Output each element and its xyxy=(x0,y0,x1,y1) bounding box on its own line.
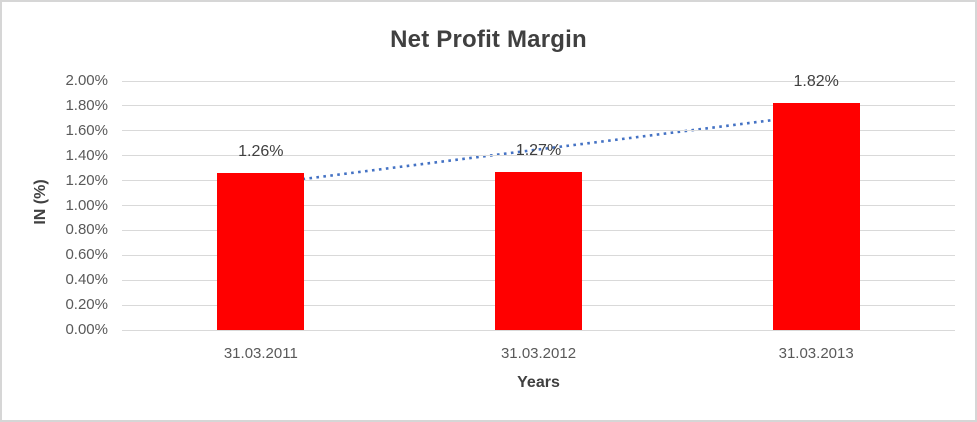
bar-31.03.2011 xyxy=(217,173,305,330)
gridline xyxy=(122,329,955,331)
y-tick-label: 0.20% xyxy=(65,296,108,314)
chart-title: Net Profit Margin xyxy=(390,26,587,53)
x-axis-title: Years xyxy=(517,374,560,391)
y-tick-label: 0.60% xyxy=(65,246,108,264)
x-tick-label: 31.03.2012 xyxy=(500,345,577,362)
gridline xyxy=(122,80,955,82)
y-tick-label: 0.00% xyxy=(65,321,108,338)
gridline xyxy=(122,130,955,132)
y-tick-label: 1.60% xyxy=(65,121,108,139)
x-tick-label: 31.03.2011 xyxy=(223,345,298,362)
y-tick-label: 1.00% xyxy=(65,196,108,214)
x-tick-label: 31.03.2013 xyxy=(778,345,854,362)
y-tick-label: 0.80% xyxy=(65,221,108,239)
y-tick-label: 2.00% xyxy=(65,72,108,89)
y-tick-label: 0.40% xyxy=(65,271,108,289)
gridline xyxy=(122,155,955,157)
bar-31.03.2013 xyxy=(772,103,860,330)
gridline xyxy=(122,105,955,107)
bar-value-label: 1.26% xyxy=(238,143,284,161)
y-tick-label: 1.20% xyxy=(65,171,108,189)
y-tick-label: 1.80% xyxy=(65,96,108,114)
bar-31.03.2012 xyxy=(495,171,582,330)
bar-value-label: 1.27% xyxy=(515,141,562,159)
y-tick-label: 1.40% xyxy=(65,146,108,164)
bar-value-label: 1.82% xyxy=(793,73,839,91)
